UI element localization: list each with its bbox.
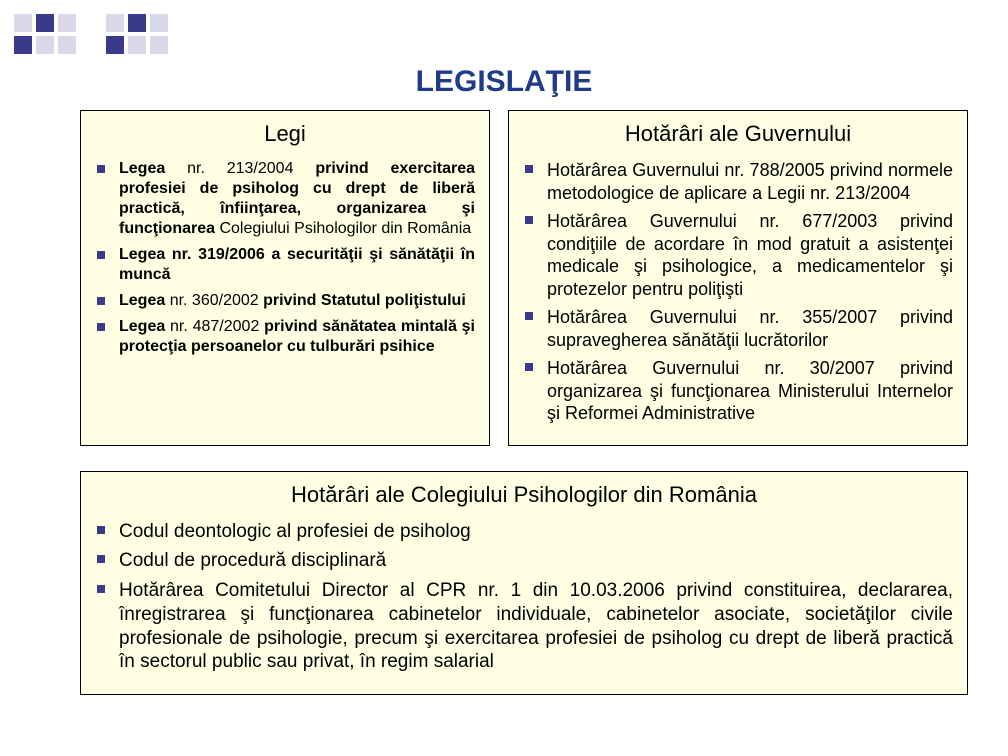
list-item: Legea nr. 319/2006 a securităţii şi sănă… [95, 245, 475, 285]
panel-hotarari-cpr: Hotărâri ale Colegiului Psihologilor din… [80, 471, 968, 696]
list-cpr: Codul deontologic al profesiei de psihol… [95, 520, 953, 675]
list-item: Hotărârea Guvernului nr. 677/2003 privin… [523, 210, 953, 300]
panel-heading-cpr: Hotărâri ale Colegiului Psihologilor din… [95, 482, 953, 508]
panel-hotarari-guvern: Hotărâri ale Guvernului Hotărârea Guvern… [508, 110, 968, 446]
panel-legi: Legi Legea nr. 213/2004 privind exercita… [80, 110, 490, 446]
slide-content: Legi Legea nr. 213/2004 privind exercita… [80, 110, 968, 695]
list-hg: Hotărârea Guvernului nr. 788/2005 privin… [523, 159, 953, 425]
list-item: Hotărârea Guvernului nr. 30/2007 privind… [523, 357, 953, 425]
list-item: Legea nr. 487/2002 privind sănătatea min… [95, 317, 475, 357]
list-item: Codul deontologic al profesiei de psihol… [95, 520, 953, 544]
list-item: Hotărârea Guvernului nr. 788/2005 privin… [523, 159, 953, 204]
page-title: LEGISLAŢIE [0, 65, 1008, 99]
panel-heading-hg: Hotărâri ale Guvernului [523, 121, 953, 147]
panel-heading-legi: Legi [95, 121, 475, 147]
list-item: Legea nr. 213/2004 privind exercitarea p… [95, 159, 475, 239]
list-legi: Legea nr. 213/2004 privind exercitarea p… [95, 159, 475, 357]
list-item: Hotărârea Guvernului nr. 355/2007 privin… [523, 306, 953, 351]
header-decoration [14, 14, 168, 54]
list-item: Hotărârea Comitetului Director al CPR nr… [95, 579, 953, 674]
list-item: Codul de procedură disciplinară [95, 549, 953, 573]
list-item: Legea nr. 360/2002 privind Statutul poli… [95, 291, 475, 311]
